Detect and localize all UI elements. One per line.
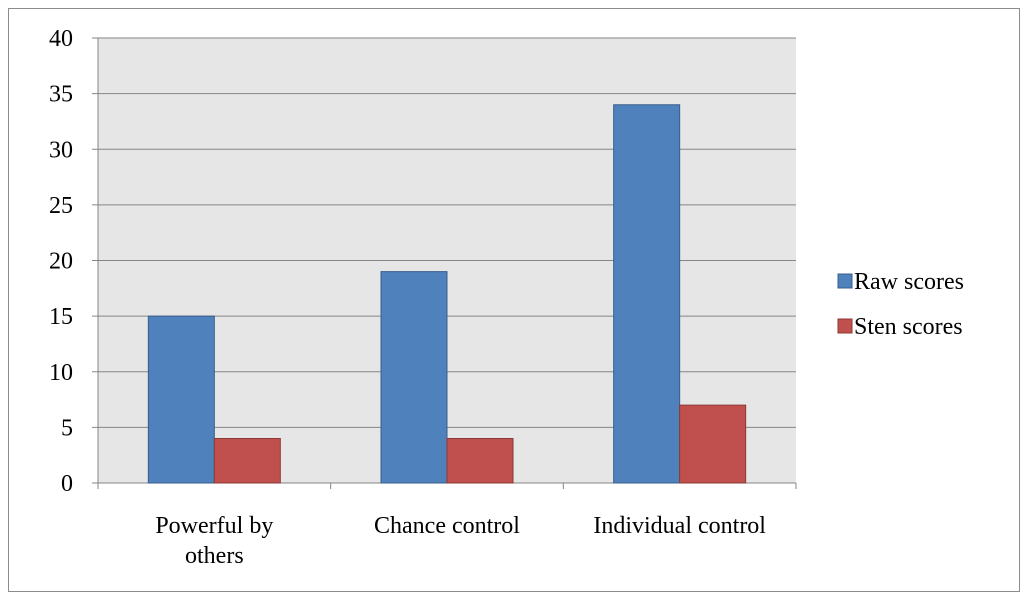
legend: Raw scores Sten scores — [837, 269, 964, 340]
bar-sten-scores — [213, 438, 281, 484]
bar-raw-scores — [380, 271, 448, 484]
legend-label: Raw scores — [854, 269, 964, 295]
y-tick-label: 10 — [49, 360, 73, 386]
bar-raw-scores — [613, 104, 681, 484]
bar-sten-scores — [679, 404, 747, 484]
bar-raw-scores — [147, 315, 215, 484]
legend-swatch — [837, 318, 853, 334]
x-category-label: Chance control — [374, 513, 520, 539]
bar-chart: 0 5 10 15 20 25 30 35 40 Powerful by others Chance… — [49, 26, 964, 569]
y-tick-label: 35 — [49, 82, 73, 108]
y-tick-label: 5 — [61, 415, 73, 441]
y-tick-label: 30 — [49, 137, 73, 163]
y-axis: 0 5 10 15 20 25 30 35 40 — [49, 26, 99, 497]
y-tick-label: 20 — [49, 249, 73, 275]
bars — [147, 104, 747, 484]
y-tick-label: 25 — [49, 193, 73, 219]
y-tick-label: 0 — [61, 471, 73, 497]
legend-label: Sten scores — [854, 314, 963, 340]
chart-frame: 0 5 10 15 20 25 30 35 40 Powerful by others Chance… — [8, 8, 1020, 592]
bar-sten-scores — [446, 438, 514, 484]
x-category-label: Individual control — [593, 513, 766, 539]
y-tick-label: 40 — [49, 26, 73, 52]
x-axis: Powerful by others Chance control Individua… — [97, 482, 797, 569]
y-tick-label: 15 — [49, 304, 73, 330]
x-category-label: Powerful by others — [155, 513, 273, 569]
legend-swatch — [837, 273, 853, 289]
